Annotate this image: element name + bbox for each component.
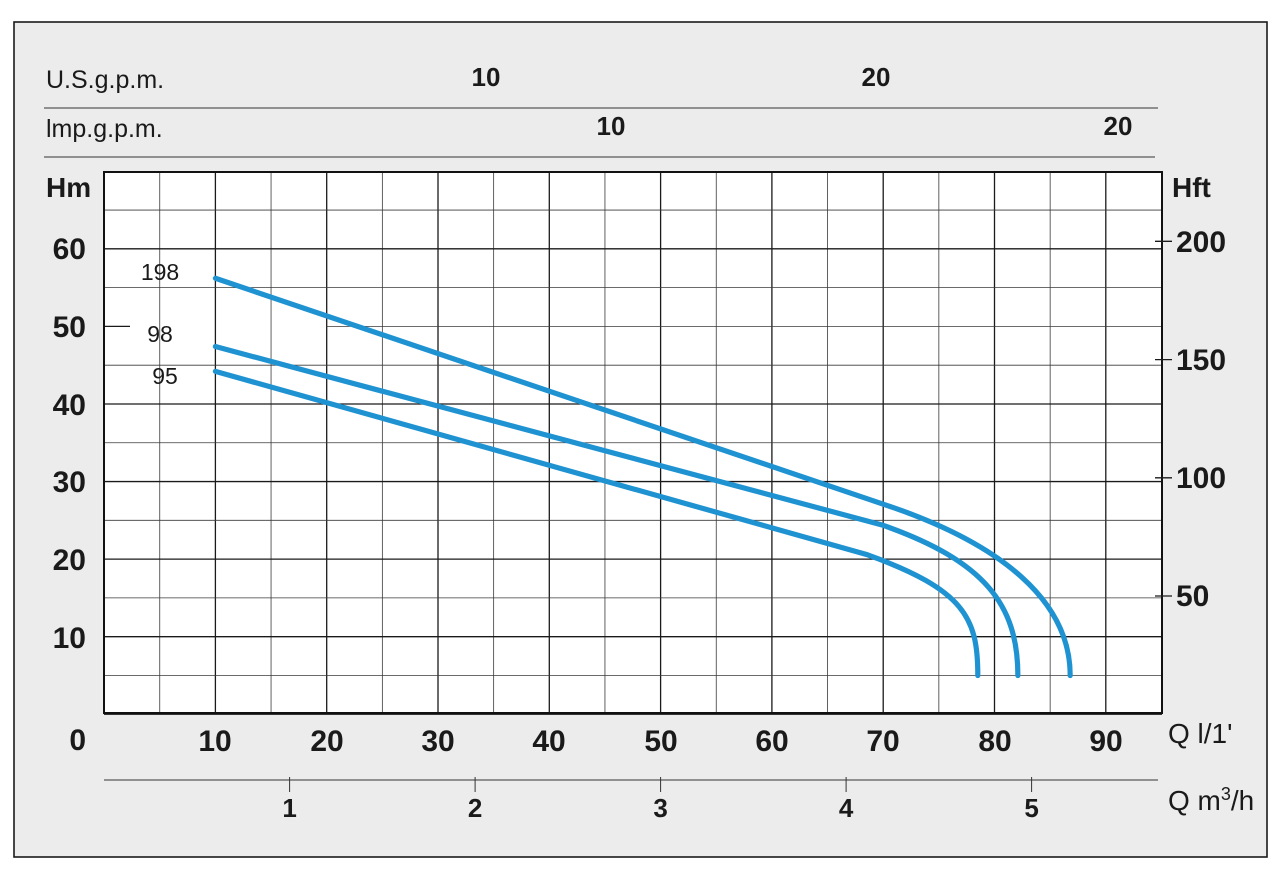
svg-text:200: 200	[1176, 226, 1226, 259]
svg-text:100: 100	[1176, 462, 1226, 495]
svg-text:20: 20	[310, 725, 343, 758]
svg-text:3: 3	[653, 793, 667, 823]
svg-text:20: 20	[1104, 111, 1133, 141]
svg-text:lmp.g.p.m.: lmp.g.p.m.	[46, 115, 163, 143]
svg-text:30: 30	[53, 466, 86, 499]
svg-text:Hm: Hm	[46, 172, 91, 203]
svg-text:90: 90	[1089, 725, 1122, 758]
svg-text:70: 70	[866, 725, 899, 758]
svg-text:95: 95	[152, 363, 178, 389]
svg-text:80: 80	[978, 725, 1011, 758]
svg-text:U.S.g.p.m.: U.S.g.p.m.	[46, 66, 164, 94]
svg-text:60: 60	[755, 725, 788, 758]
svg-text:5: 5	[1024, 793, 1038, 823]
svg-text:20: 20	[53, 544, 86, 577]
svg-text:0: 0	[69, 724, 86, 757]
svg-text:198: 198	[141, 259, 179, 285]
svg-text:2: 2	[468, 793, 482, 823]
svg-text:98: 98	[147, 321, 173, 347]
svg-text:4: 4	[839, 793, 854, 823]
svg-text:150: 150	[1176, 344, 1226, 377]
svg-text:10: 10	[472, 62, 501, 92]
svg-text:50: 50	[53, 311, 86, 344]
svg-text:Q l/1': Q l/1'	[1168, 718, 1232, 749]
svg-text:50: 50	[1176, 580, 1209, 613]
svg-text:10: 10	[198, 725, 231, 758]
svg-text:20: 20	[862, 62, 891, 92]
svg-text:40: 40	[532, 725, 565, 758]
svg-text:10: 10	[53, 622, 86, 655]
svg-text:30: 30	[421, 725, 454, 758]
svg-text:50: 50	[644, 725, 677, 758]
svg-text:1: 1	[282, 793, 296, 823]
svg-text:40: 40	[53, 389, 86, 422]
svg-text:Hft: Hft	[1172, 172, 1211, 203]
svg-text:10: 10	[597, 111, 626, 141]
svg-text:60: 60	[53, 233, 86, 266]
svg-text:Q m3/h: Q m3/h	[1168, 784, 1254, 816]
